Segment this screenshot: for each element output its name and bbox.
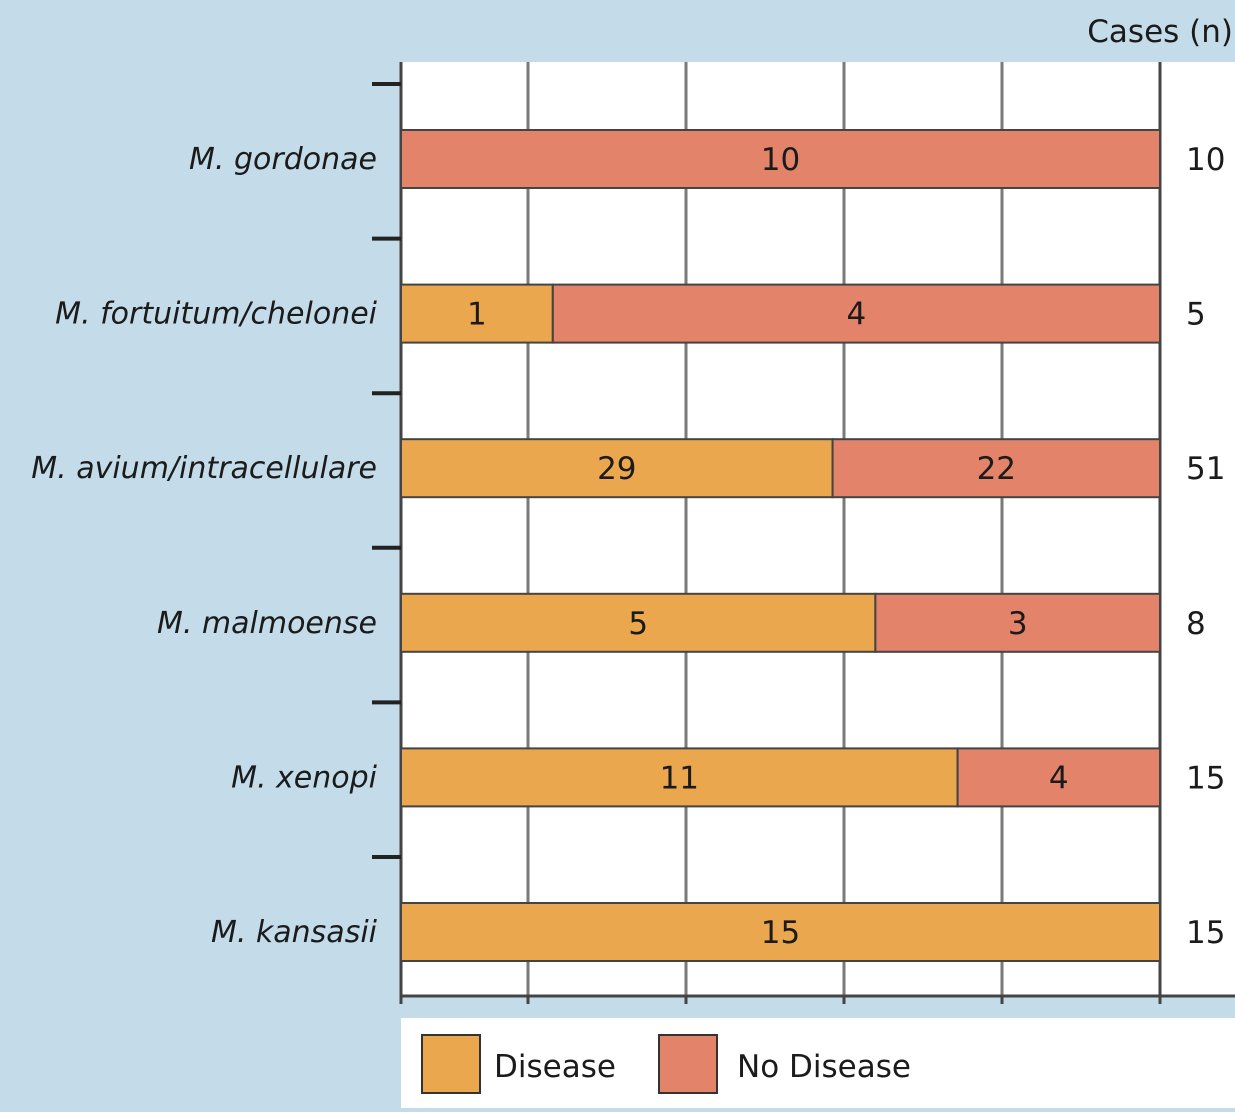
- category-label: M. avium/intracellulare: [31, 451, 377, 486]
- bar-disease: [400, 283, 554, 344]
- bar-label-disease: 15: [761, 915, 800, 951]
- category-label: M. kansasii: [211, 915, 378, 950]
- bar-disease: [400, 747, 959, 808]
- total-label: 10: [1186, 142, 1225, 178]
- bar-no-disease: [831, 438, 1162, 499]
- total-label: 51: [1186, 451, 1225, 487]
- bar-label-no-disease: 4: [847, 297, 867, 333]
- bar-label-disease: 5: [628, 606, 648, 642]
- bar-label-disease: 1: [467, 297, 487, 333]
- bar-no-disease: [400, 129, 1161, 189]
- bar-disease: [400, 902, 1161, 962]
- bars-layer: [400, 129, 1162, 962]
- totals-header: Cases (n): [1087, 14, 1233, 50]
- category-label: M. fortuitum/chelonei: [55, 297, 378, 332]
- legend-label-no-disease: No Disease: [737, 1049, 911, 1085]
- grid-layer: [372, 62, 1235, 1004]
- category-label: M. xenopi: [231, 760, 378, 795]
- bar-disease: [400, 438, 834, 499]
- total-label: 8: [1186, 606, 1206, 642]
- total-label: 5: [1186, 297, 1206, 333]
- bar-disease: [400, 592, 877, 653]
- bar-label-no-disease: 3: [1008, 606, 1028, 642]
- bar-label-no-disease: 10: [761, 142, 800, 178]
- bar-no-disease: [874, 592, 1161, 653]
- legend-swatch-no-disease: [658, 1034, 718, 1094]
- legend-layer: Disease No Disease: [421, 1034, 911, 1094]
- category-label: M. gordonae: [189, 142, 377, 177]
- category-label: M. malmoense: [157, 606, 377, 641]
- legend-area: [401, 1018, 1235, 1108]
- total-label: 15: [1186, 760, 1225, 796]
- bar-label-no-disease: 22: [977, 451, 1016, 487]
- plot-area: [401, 62, 1235, 996]
- legend-label-disease: Disease: [494, 1049, 616, 1085]
- bar-label-no-disease: 4: [1049, 760, 1069, 796]
- total-label: 15: [1186, 915, 1225, 951]
- bar-no-disease: [956, 747, 1161, 808]
- bar-no-disease: [551, 283, 1161, 344]
- bar-label-disease: 29: [597, 451, 636, 487]
- bar-label-disease: 11: [660, 760, 699, 796]
- legend-swatch-disease: [421, 1034, 481, 1094]
- labels-layer: M. gordonae 10 10 M. fortuitum/chelonei 1 4 5 M…: [31, 142, 1225, 951]
